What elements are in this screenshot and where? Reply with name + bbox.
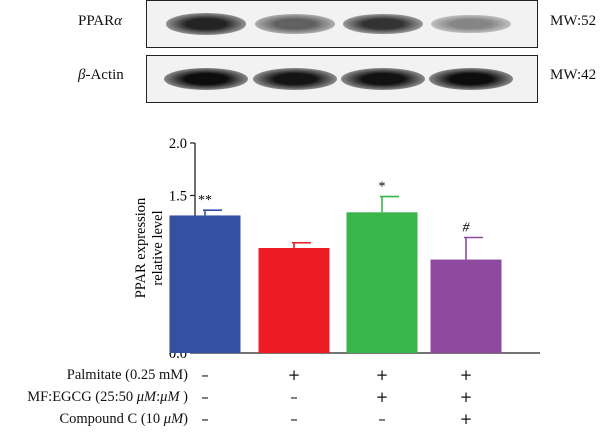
blot-band xyxy=(429,68,513,90)
bar xyxy=(258,248,330,353)
blot-band xyxy=(431,14,511,34)
y-axis-label-line2: relative level xyxy=(150,210,166,285)
condition-sign: – xyxy=(290,388,298,406)
blot-mw-actin: MW:42 xyxy=(550,67,597,83)
condition-sign: – xyxy=(378,410,386,428)
y-tick-label: 2.0 xyxy=(169,136,187,152)
blot-band xyxy=(255,14,335,34)
cond-mf-pre: MF:EGCG (25:50 xyxy=(27,389,137,405)
cond-mf-unit2: μM xyxy=(160,389,180,405)
blot-ppara xyxy=(146,0,538,48)
cond-mf-post: ) xyxy=(179,389,188,405)
blot-label-ppara-alpha: α xyxy=(114,13,123,29)
blot-band xyxy=(253,68,337,90)
blot-band xyxy=(164,68,248,90)
blot-actin xyxy=(146,55,538,103)
condition-sign: + xyxy=(459,366,473,384)
blot-label-ppara: PPARα xyxy=(78,13,122,30)
condition-sign: – xyxy=(201,366,209,384)
condition-label-mf-egcg: MF:EGCG (25:50 μM:μM ) xyxy=(0,389,188,406)
bar xyxy=(169,215,241,353)
condition-sign: + xyxy=(375,388,389,406)
condition-label-compound-c: Compound C (10 μM) xyxy=(0,411,188,428)
cond-cc-post: ) xyxy=(183,411,188,427)
significance-marker: # xyxy=(463,221,471,236)
condition-label-palmitate: Palmitate (0.25 mM) xyxy=(66,367,188,383)
significance-marker: * xyxy=(379,180,386,195)
condition-sign: – xyxy=(290,410,298,428)
blot-band xyxy=(341,68,425,90)
bar xyxy=(346,212,418,353)
blot-label-actin-beta: β xyxy=(78,67,86,83)
cond-mf-mid: : xyxy=(156,389,161,405)
blot-label-actin-text: -Actin xyxy=(85,67,124,83)
condition-sign: + xyxy=(459,388,473,406)
condition-sign: – xyxy=(201,410,209,428)
blot-label-actin: β-Actin xyxy=(78,67,124,84)
condition-sign: + xyxy=(459,410,473,428)
bar xyxy=(430,259,502,353)
y-axis-label-line1: PPAR expression xyxy=(133,197,149,298)
blot-label-ppara-text: PPAR xyxy=(78,13,115,29)
blot-band xyxy=(343,13,423,35)
condition-sign: – xyxy=(201,388,209,406)
condition-sign: + xyxy=(287,366,301,384)
cond-cc-unit1: μM xyxy=(163,411,184,427)
y-tick-label: 1.5 xyxy=(169,189,187,205)
significance-marker: ** xyxy=(198,193,212,208)
chart-bars: ***# xyxy=(169,180,502,353)
cond-cc-pre: Compound C (10 xyxy=(59,411,164,427)
condition-sign: + xyxy=(375,366,389,384)
blot-mw-ppara: MW:52 xyxy=(550,13,597,29)
blot-band xyxy=(166,13,246,35)
cond-mf-unit1: μM xyxy=(136,389,157,405)
